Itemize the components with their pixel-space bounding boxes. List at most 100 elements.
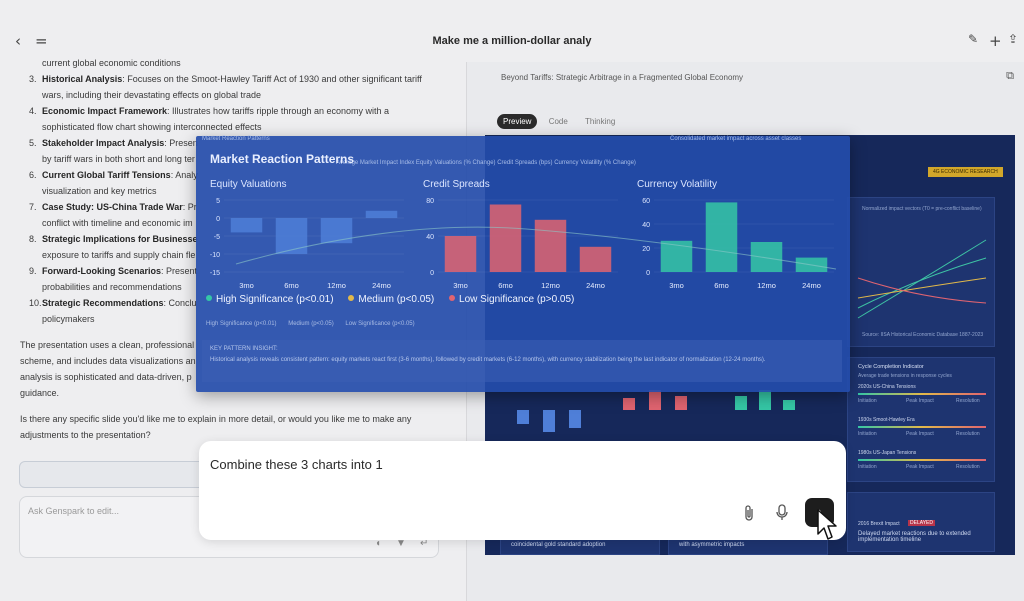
significance-legend: High Significance (p<0.01) Medium (p<0.0… <box>206 294 586 305</box>
edit-input-placeholder: Ask Genspark to edit... <box>28 506 120 516</box>
insight-text: Historical analysis reveals consistent p… <box>210 357 766 363</box>
list-item: 4. Economic Impact Framework: Illustrates… <box>20 103 440 135</box>
bar <box>579 246 612 272</box>
x-tick-label: 6mo <box>284 281 299 290</box>
summary-paragraph: The presentation uses a clean, professio… <box>20 337 440 401</box>
source-note: Source: IISA Historical Economic Databas… <box>862 332 984 338</box>
cycle-card: Cycle Completion Indicator Average trade… <box>847 357 995 482</box>
tab-preview[interactable]: Preview <box>497 114 538 129</box>
phase-resolution: Resolution <box>956 398 980 404</box>
list-number: 3. <box>29 74 37 84</box>
bar <box>275 218 308 254</box>
attach-icon[interactable]: ◖ <box>375 538 382 549</box>
x-tick-label: 24mo <box>586 281 605 290</box>
x-tick-label: 3mo <box>239 281 254 290</box>
x-tick-label: 6mo <box>498 281 513 290</box>
credit-chart-title: Credit Spreads <box>423 179 490 190</box>
doc-title: Beyond Tariffs: Strategic Arbitrage in a… <box>501 73 744 82</box>
menu-icon[interactable]: = <box>35 32 48 50</box>
question-line: Is there any specific slide you'd like m… <box>20 414 412 424</box>
y-tick-label: 80 <box>426 198 434 205</box>
legend-high-dot <box>206 295 212 301</box>
bar <box>534 219 567 272</box>
x-tick-label: 24mo <box>372 281 391 290</box>
bar <box>230 218 263 233</box>
summary-line: The presentation uses a clean, professio… <box>20 340 195 350</box>
legend-low-dot <box>449 295 456 301</box>
list-heading: Strategic Implications for Businesse <box>42 234 198 244</box>
mic-icon[interactable]: ▼ <box>396 538 406 549</box>
list-number: 8. <box>29 234 37 244</box>
cycle-title: Cycle Completion Indicator <box>858 364 924 370</box>
bar <box>705 202 738 272</box>
list-continuation: exposure to tariffs and supply chain fle <box>42 250 196 260</box>
mouse-cursor-icon <box>817 509 837 540</box>
pattern-insight: KEY PATTERN INSIGHT: Historical analysis… <box>202 340 842 382</box>
cycle-bar <box>858 426 986 428</box>
list-text: : Focuses on the Smoot-Hawley Tariff Act… <box>122 74 422 84</box>
faint-legend-item: High Significance (p<0.01) <box>206 321 277 327</box>
list-text: : Presen <box>164 138 198 148</box>
legend-medium-label: Medium (p<0.05) <box>358 294 435 305</box>
preview-tabs: Preview Code Thinking <box>497 114 624 129</box>
list-continuation: policymakers <box>42 314 95 324</box>
slide-list: 3. Historical Analysis: Focuses on the Sm… <box>20 71 440 327</box>
brexit-label: 2016 Brexit Impact <box>858 521 900 527</box>
overlay-title: Market Reaction Patterns <box>210 152 355 166</box>
list-item: 5. Stakeholder Impact Analysis: Presen by … <box>20 135 440 167</box>
bar <box>320 218 353 244</box>
x-tick-label: 6mo <box>714 281 729 290</box>
y-tick-label: 60 <box>642 198 650 205</box>
list-continuation: sophisticated flow chart showing interco… <box>42 122 262 132</box>
back-icon[interactable]: ‹ <box>15 32 21 50</box>
cycle-label: 1930s Smoot-Hawley Era <box>858 417 915 423</box>
trend-line <box>235 226 837 270</box>
y-tick-label: 0 <box>216 216 220 223</box>
open-external-icon[interactable]: ⧉ <box>1006 70 1014 82</box>
tab-thinking[interactable]: Thinking <box>585 117 616 126</box>
phase-initiation: Initiation <box>858 464 877 470</box>
list-text: : Conclu <box>163 298 197 308</box>
y-tick-label: 20 <box>642 246 650 253</box>
cycle-label: 1980s US-Japan Tensions <box>858 450 917 456</box>
bar <box>489 204 522 272</box>
phase-initiation: Initiation <box>858 431 877 437</box>
list-number: 9. <box>29 266 37 276</box>
lower-bar-chart <box>517 390 795 432</box>
list-number: 10. <box>29 298 42 308</box>
send-icon[interactable]: ↵ <box>420 538 429 549</box>
chat-input-text[interactable]: Combine these 3 charts into 1 <box>210 457 383 472</box>
mic-icon[interactable] <box>775 504 789 525</box>
list-continuation: probabilities and recommendations <box>42 282 182 292</box>
list-item: 6. Current Global Tariff Tensions: Analy v… <box>20 167 440 199</box>
bar <box>750 242 783 272</box>
list-number: 7. <box>29 202 37 212</box>
gold-text: coincidental gold standard adoption <box>511 542 606 548</box>
cycle-bar <box>858 393 986 395</box>
share-icon[interactable]: ⇪ <box>1008 32 1019 46</box>
cycle-sub: Average trade tensions in response cycle… <box>858 373 952 379</box>
list-continuation: conflict with timeline and economic im <box>42 218 193 228</box>
tab-code[interactable]: Code <box>548 117 568 126</box>
line-chart-title: Normalized impact vectors (T0 = pre-conf… <box>862 206 982 212</box>
phase-resolution: Resolution <box>956 431 980 437</box>
chat-input[interactable]: Combine these 3 charts into 1 ↑ <box>199 441 846 540</box>
legend-medium: Medium (p<0.05) <box>348 294 434 305</box>
list-heading: Economic Impact Framework <box>42 106 168 116</box>
list-number: 6. <box>29 170 37 180</box>
list-item: 3. Historical Analysis: Focuses on the Sm… <box>20 71 440 103</box>
attach-icon[interactable] <box>742 504 756 525</box>
legend-high-label: High Significance (p<0.01) <box>216 294 334 305</box>
list-item: 8. Strategic Implications for Businesse ex… <box>20 231 440 263</box>
edit-icon[interactable]: ✎ <box>968 32 979 46</box>
list-item: 9. Forward-Looking Scenarios: Present prob… <box>20 263 440 295</box>
list-heading: Strategic Recommendations <box>42 298 164 308</box>
list-number: 4. <box>29 106 37 116</box>
summary-line: guidance. <box>20 388 60 398</box>
add-icon[interactable]: + <box>989 32 1002 50</box>
market-reaction-overlay: Market Reaction Patterns Consolidated ma… <box>196 136 850 392</box>
delayed-badge: DELAYED <box>908 520 935 526</box>
list-text: : Pr <box>182 202 197 212</box>
y-tick-label: -15 <box>210 270 220 277</box>
list-number: 5. <box>29 138 37 148</box>
